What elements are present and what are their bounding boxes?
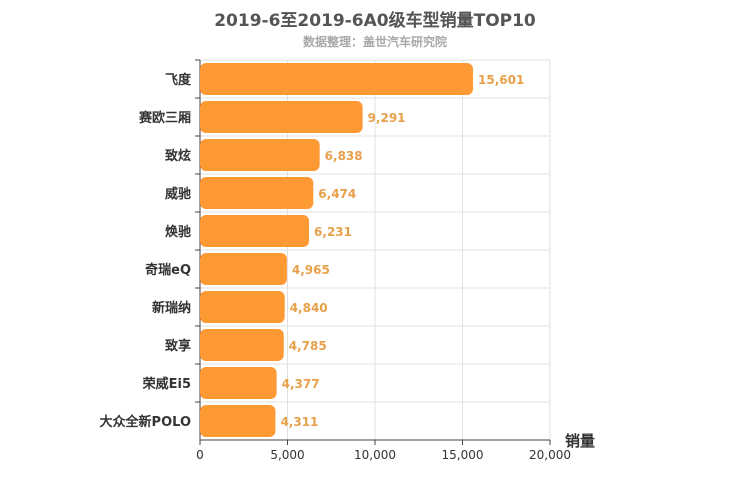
- bar: [200, 177, 314, 209]
- bar-value-label: 4,311: [280, 415, 318, 429]
- bar-value-label: 4,377: [282, 377, 320, 391]
- category-label: 新瑞纳: [152, 300, 191, 316]
- bar-value-label: 6,474: [318, 187, 356, 201]
- chart-subtitle: 数据整理：盖世汽车研究院: [302, 35, 447, 49]
- category-label: 荣威Ei5: [142, 376, 191, 392]
- bar: [200, 367, 277, 399]
- bar: [200, 63, 474, 95]
- bar-value-label: 4,965: [292, 263, 330, 277]
- x-tick-label: 0: [196, 448, 204, 462]
- bar: [200, 215, 310, 247]
- category-label: 焕驰: [165, 224, 191, 240]
- bar-value-label: 6,838: [325, 149, 363, 163]
- category-label: 大众全新POLO: [100, 414, 191, 430]
- x-tick-label: 5,000: [270, 448, 304, 462]
- category-label: 赛欧三厢: [138, 110, 191, 126]
- bar-value-label: 6,231: [314, 225, 352, 239]
- bar-value-label: 4,840: [290, 301, 328, 315]
- x-tick-label: 20,000: [529, 448, 571, 462]
- category-label: 威驰: [165, 186, 191, 202]
- bar-value-label: 4,785: [289, 339, 327, 353]
- bar: [200, 405, 276, 437]
- bar: [200, 253, 287, 285]
- bar-value-label: 9,291: [368, 111, 406, 125]
- category-label: 奇瑞eQ: [145, 262, 191, 278]
- bar: [200, 329, 284, 361]
- bar-value-label: 15,601: [478, 73, 524, 87]
- x-tick-label: 10,000: [354, 448, 396, 462]
- bar: [200, 139, 320, 171]
- x-axis-title: 销量: [565, 432, 595, 450]
- category-label: 致炫: [165, 148, 191, 164]
- category-label: 致享: [165, 338, 191, 354]
- x-tick-label: 15,000: [442, 448, 484, 462]
- bar: [200, 291, 285, 323]
- chart-title: 2019-6至2019-6A0级车型销量TOP10: [214, 11, 536, 31]
- bar: [200, 101, 363, 133]
- category-label: 飞度: [165, 72, 192, 88]
